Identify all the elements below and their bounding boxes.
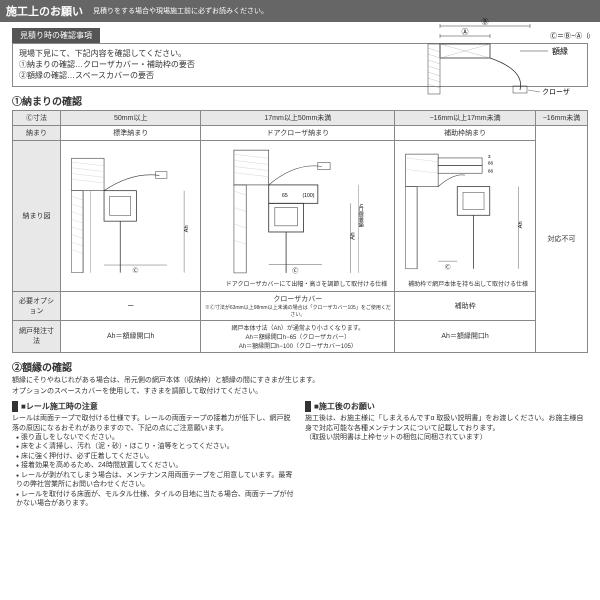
- left-b5: レールが剥がれてしまう場合は、メンテナンス用両面テープをご用意しています。最寄り…: [16, 471, 295, 490]
- td-o3: 補助枠納まり: [395, 125, 536, 140]
- svg-text:Ⓒ: Ⓒ: [445, 262, 451, 270]
- svg-text:66: 66: [488, 168, 494, 174]
- svg-text:Ⓒ: Ⓒ: [293, 266, 299, 274]
- svg-text:Ⓑ: Ⓑ: [482, 18, 489, 26]
- right-p1: 施工後は、お施主様に「しまえるんですα 取扱い説明書」をお渡しください。お施主様…: [305, 414, 588, 433]
- svg-text:クローザ: クローザ: [542, 88, 570, 96]
- svg-text:66: 66: [488, 160, 494, 166]
- left-heading: ■レール施工時の注意: [12, 401, 295, 412]
- td-ord2: 網戸本体寸法（Ah）が通常より小さくなります。 Ah＝額縁開口h−65（クローザ…: [201, 320, 395, 352]
- section2-title: ②額縁の確認: [12, 359, 588, 374]
- svg-text:Ah: Ah: [184, 225, 190, 232]
- right-col: ■施工後のお願い 施工後は、お施主様に「しまえるんですα 取扱い説明書」をお渡し…: [305, 401, 588, 508]
- td-o1: 標準納まり: [61, 125, 201, 140]
- th-option: 必要オプション: [13, 291, 61, 320]
- osamari-table: Ⓒ寸法 50mm以上 17mm以上50mm未満 −16mm以上17mm未満 −1…: [12, 110, 588, 353]
- section2-p2: オプションのスペースカバーを使用して、すきまを調節して取付けてください。: [12, 387, 588, 397]
- diagram2-caption: ドアクローザカバーにて出幅・高さを調節して取付ける仕様: [204, 279, 391, 288]
- page-subtitle: 見積りをする場合や現場施工前に必ずお読みください。: [93, 6, 268, 16]
- diagram3-caption: 補助枠で網戸本体を持ち出して取付ける仕様: [398, 279, 532, 288]
- svg-text:65: 65: [282, 193, 288, 199]
- th-c2: 17mm以上50mm未満: [201, 110, 395, 125]
- section2-p1: 額縁にそりやねじれがある場合は、吊元側の網戸本体（収納枠）と額縁の間にすきまが生…: [12, 376, 588, 386]
- th-c4: −16mm未満: [536, 110, 588, 125]
- td-ord3: Ah＝額縁開口h: [395, 320, 536, 352]
- th-c1: 50mm以上: [61, 110, 201, 125]
- diagram-1: Ⓒ Ah: [61, 140, 201, 291]
- svg-text:Ⓒ: Ⓒ: [133, 267, 139, 275]
- diagram-3: 3 66 66 Ⓒ Ah 補助枠で網戸本体を持ち出して取付ける仕様: [395, 140, 536, 291]
- svg-text:Ⓒ＝Ⓑ−Ⓐ（mm）: Ⓒ＝Ⓑ−Ⓐ（mm）: [550, 32, 590, 40]
- right-p2: （取扱い説明書は上枠セットの梱包に同梱されています）: [305, 433, 588, 442]
- svg-text:額縁: 額縁: [552, 46, 568, 56]
- diagram-2: 65 (100) Ⓒ Ah 額縁開口h ドアクローザカバーにて出幅・高さを調節: [201, 140, 395, 291]
- th-osamari: 納まり: [13, 125, 61, 140]
- th-fig: 納まり図: [13, 140, 61, 291]
- svg-text:Ah: Ah: [518, 221, 524, 228]
- th-c3: −16mm以上17mm未満: [395, 110, 536, 125]
- td-opt1: ー: [61, 291, 201, 320]
- td-unsupported: 対応不可: [536, 125, 588, 352]
- svg-text:3: 3: [488, 153, 491, 159]
- td-o2: ドアクローザ納まり: [201, 125, 395, 140]
- td-opt3: 補助枠: [395, 291, 536, 320]
- svg-text:(100): (100): [303, 193, 315, 199]
- left-b6: レールを取付ける床面が、モルタル仕様、タイルの目地に当たる場合、両面テープが付か…: [16, 490, 295, 509]
- page-title: 施工上のお願い: [6, 3, 83, 19]
- right-heading: ■施工後のお願い: [305, 401, 588, 412]
- top-diagram: Ⓑ Ⓐ 額縁 クローザ Ⓒ＝Ⓑ−Ⓐ（mm）: [390, 18, 590, 98]
- th-order: 網戸発注寸法: [13, 320, 61, 352]
- td-ord1: Ah＝額縁開口h: [61, 320, 201, 352]
- td-opt2: クローザカバー ※Ⓒ寸法が63mm以上98mm以上未満の場合は「クローザカバー1…: [201, 291, 395, 320]
- left-b2: 床をよく清掃し、汚れ（泥・砂）・ほこり・油等をとってください。: [16, 442, 295, 451]
- th-size: Ⓒ寸法: [13, 110, 61, 125]
- left-b4: 接着効果を高めるため、24時間放置してください。: [16, 461, 295, 470]
- left-col: ■レール施工時の注意 レールは両面テープで取付ける仕様です。レールの両面テープの…: [12, 401, 295, 508]
- confirm-label: 見積り時の確認事項: [12, 28, 100, 43]
- left-b1: 張り直しをしないでください。: [16, 433, 295, 442]
- left-intro: レールは両面テープで取付ける仕様です。レールの両面テープの接着力が低下し、網戸脱…: [12, 414, 295, 433]
- left-b3: 床に強く押付け、必ず圧着してください。: [16, 452, 295, 461]
- svg-text:Ⓐ: Ⓐ: [462, 28, 469, 36]
